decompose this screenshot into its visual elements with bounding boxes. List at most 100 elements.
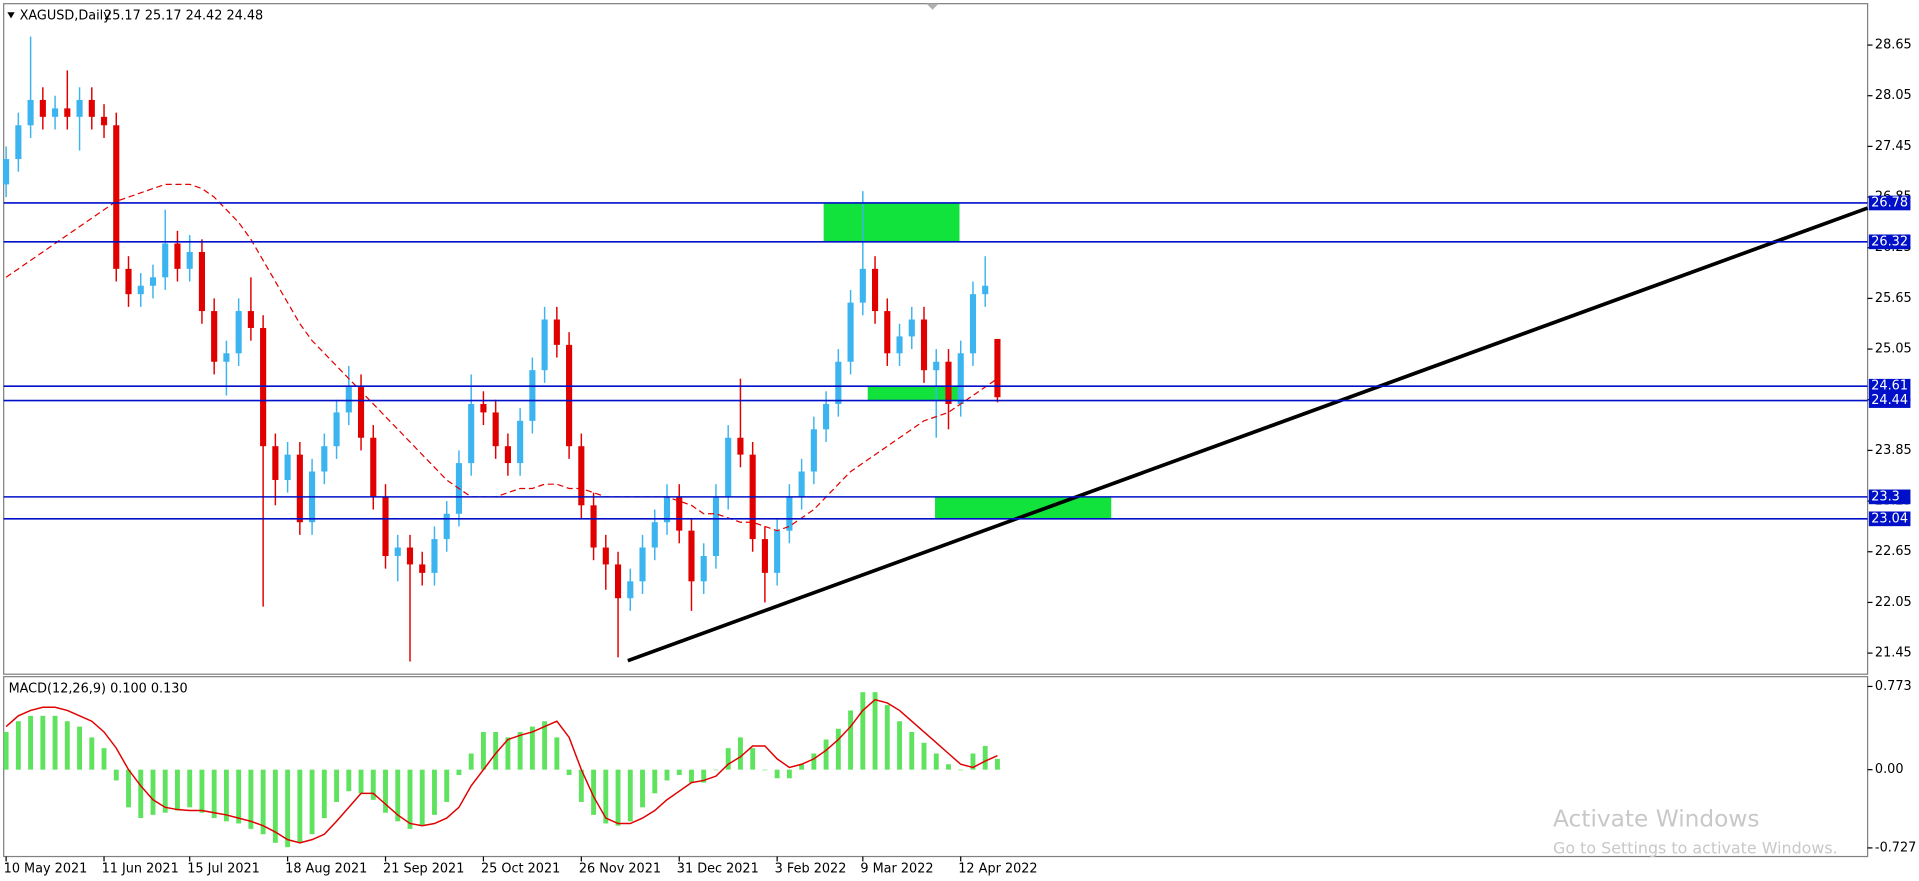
macd-bar	[676, 769, 682, 776]
macd-bar	[725, 748, 731, 770]
candle-body	[761, 539, 768, 573]
macd-bar	[395, 769, 401, 822]
level-label-box	[1868, 195, 1911, 211]
macd-bar	[542, 721, 548, 770]
symbol-menu-arrow[interactable]	[7, 12, 15, 19]
macd-bar	[407, 769, 413, 829]
macd-bar	[223, 769, 229, 822]
candle-body	[333, 412, 340, 447]
macd-bar	[897, 721, 902, 770]
macd-bar	[994, 758, 1000, 770]
zone	[823, 202, 960, 242]
macd-bar	[138, 769, 144, 819]
candle-body	[994, 338, 1001, 398]
candle-body	[920, 319, 928, 371]
shift-marker	[926, 3, 939, 10]
macd-bar	[126, 769, 131, 808]
candle-body	[969, 294, 977, 354]
candle-body	[541, 319, 548, 371]
candle-body	[847, 302, 854, 362]
macd-bar	[187, 769, 193, 808]
level-label: 26.78	[1871, 195, 1908, 210]
macd-bar	[456, 769, 462, 776]
macd-bar	[309, 769, 315, 835]
macd-bar	[468, 753, 474, 770]
candle-body	[88, 99, 95, 117]
macd-bar	[370, 769, 376, 800]
macd-bar	[578, 769, 584, 802]
candle-body	[810, 429, 817, 472]
macd-bar	[982, 745, 988, 770]
level-label: 26.32	[1871, 234, 1908, 249]
x-tick-label: 18 Aug 2021	[285, 861, 367, 876]
candle-body	[211, 311, 218, 362]
macd-bar	[150, 769, 156, 815]
candle-body	[614, 564, 622, 599]
macd-bar	[505, 737, 511, 770]
macd-bar	[554, 737, 560, 770]
y-tick-label: 28.65	[1875, 38, 1912, 53]
candle-body	[700, 555, 707, 582]
macd-bar	[419, 769, 425, 826]
macd-bar	[444, 769, 450, 802]
macd-bar	[701, 769, 707, 783]
candle-body	[871, 268, 879, 312]
level-label-box	[1868, 511, 1911, 527]
macd-bar	[823, 739, 829, 770]
macd-bar	[480, 731, 486, 770]
macd-bar	[774, 769, 780, 779]
macd-bar	[811, 753, 817, 770]
candle-body	[15, 125, 22, 160]
candle-body	[737, 437, 744, 455]
candle-body	[798, 471, 805, 497]
candle-body	[272, 446, 279, 480]
macd-bar	[272, 769, 278, 843]
macd-bar	[713, 769, 719, 771]
candle-body	[223, 353, 230, 362]
candle-body	[639, 547, 646, 582]
candle-body	[186, 251, 193, 269]
candle-body	[100, 116, 108, 126]
level-label-box	[1868, 393, 1911, 408]
macd-bar	[958, 769, 964, 771]
candle-body	[419, 564, 426, 573]
candle-body	[125, 268, 132, 295]
macd-bar	[664, 769, 670, 781]
candle-body	[786, 496, 793, 531]
candle-body	[480, 403, 487, 413]
candle-body	[957, 353, 964, 404]
level-label: 23.04	[1871, 511, 1908, 526]
candle-body	[504, 446, 511, 464]
candle-body	[553, 319, 560, 345]
macd-bar	[28, 715, 34, 770]
candle-body	[859, 268, 866, 303]
y-tick-label: 0.773	[1875, 679, 1912, 694]
level-label: 23.3	[1871, 489, 1900, 504]
moving-average	[5, 183, 998, 532]
macd-bar	[15, 721, 21, 770]
macd-bar	[603, 769, 609, 824]
candle-body	[235, 311, 242, 354]
candle-body	[529, 370, 536, 421]
candle-body	[174, 243, 181, 269]
macd-bar	[884, 705, 890, 770]
macd-bar	[321, 769, 327, 819]
x-tick-label: 26 Nov 2021	[579, 861, 661, 876]
y-tick-label: 23.85	[1875, 443, 1912, 458]
macd-bar	[872, 692, 878, 770]
macd-bar	[432, 769, 437, 815]
macd-bar	[566, 769, 572, 776]
candle-body	[774, 530, 781, 573]
macd-bar	[40, 715, 46, 770]
watermark-subtitle[interactable]: Go to Settings to activate Windows.	[1553, 839, 1838, 858]
plot-layer: 28.6528.0527.4526.8526.2525.6525.0524.45…	[3, 36, 1916, 876]
x-tick-label: 11 Jun 2021	[102, 861, 179, 876]
y-tick-label: 0.00	[1875, 762, 1904, 777]
macd-bar	[52, 715, 58, 770]
candle-body	[982, 285, 989, 295]
macd-bar	[248, 769, 254, 829]
candle-body	[566, 344, 573, 447]
y-tick-label: 22.05	[1875, 595, 1912, 610]
